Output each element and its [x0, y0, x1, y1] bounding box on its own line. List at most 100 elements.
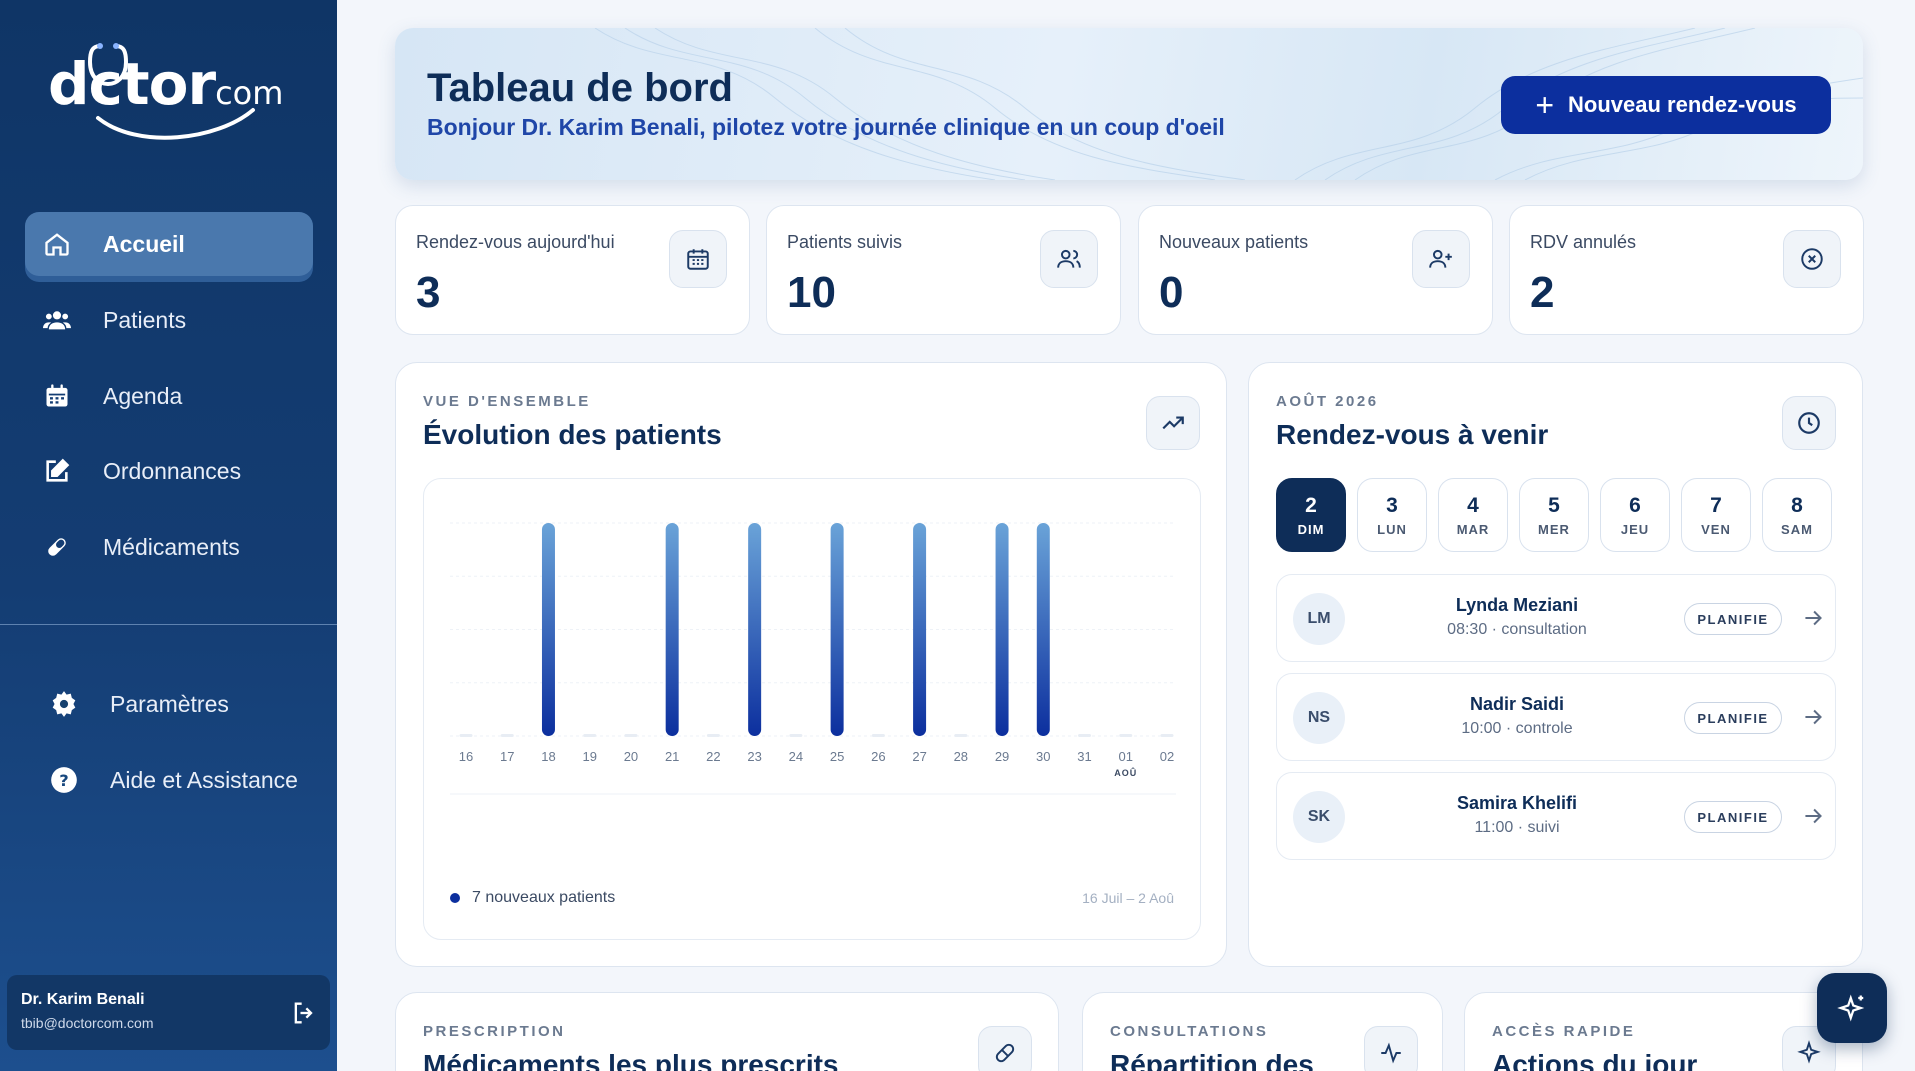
arrow-right-icon[interactable] — [1800, 704, 1826, 730]
bar-24[interactable] — [789, 734, 803, 737]
users-icon — [41, 304, 73, 336]
x-tick-label: 16 — [459, 749, 473, 764]
x-tick-label: 27 — [912, 749, 926, 764]
status-badge: PLANIFIE — [1684, 603, 1782, 635]
appointment-time: 11:00 · suivi — [1474, 819, 1560, 836]
users-icon — [1040, 230, 1098, 288]
sidebar-item-ordonnances[interactable]: Ordonnances — [25, 439, 313, 503]
x-tick-label: 22 — [706, 749, 720, 764]
sidebar-item-medicaments[interactable]: Médicaments — [25, 515, 313, 579]
day-5[interactable]: 5 MER — [1519, 478, 1589, 552]
stat-value: 0 — [1159, 268, 1184, 317]
user-name: Dr. Karim Benali — [21, 991, 145, 1008]
appointment-item[interactable]: NS Nadir Saidi 10:00 · controle PLANIFIE — [1276, 673, 1836, 761]
stat-card-patients-followed: Patients suivis 10 — [766, 205, 1121, 335]
chart-date-range: 16 Juil – 2 Aoû — [1082, 890, 1174, 906]
x-tick-label: 28 — [954, 749, 968, 764]
bar-27[interactable] — [913, 523, 927, 736]
bar-30[interactable] — [1036, 523, 1050, 736]
assistant-fab[interactable] — [1817, 973, 1887, 1043]
chart-legend: 7 nouveaux patients — [450, 889, 615, 907]
panel-eyebrow: AOÛT 2026 — [1276, 393, 1379, 410]
bar-23[interactable] — [748, 523, 762, 736]
stat-card-cancelled: RDV annulés 2 — [1509, 205, 1864, 335]
sidebar: dctorcom Accueil Patients Agenda Ordonna… — [0, 0, 337, 1071]
header-banner: Tableau de bord Bonjour Dr. Karim Benali… — [395, 28, 1863, 180]
pill-icon — [41, 531, 73, 563]
bar-22[interactable] — [706, 734, 720, 737]
sidebar-item-label: Agenda — [103, 382, 183, 409]
x-tick-label: 20 — [624, 749, 638, 764]
arrow-right-icon[interactable] — [1800, 605, 1826, 631]
help-icon: ? — [48, 764, 80, 796]
page-subtitle: Bonjour Dr. Karim Benali, pilotez votre … — [427, 114, 1225, 140]
appointment-time: 08:30 · consultation — [1447, 621, 1587, 638]
x-tick-label: 25 — [830, 749, 844, 764]
bar-01[interactable] — [1119, 734, 1133, 737]
stat-card-appointments-today: Rendez-vous aujourd'hui 3 — [395, 205, 750, 335]
sidebar-item-aide[interactable]: ? Aide et Assistance — [32, 748, 320, 812]
bar-31[interactable] — [1078, 734, 1092, 737]
sidebar-item-parametres[interactable]: Paramètres — [32, 672, 320, 736]
new-appointment-button[interactable]: + Nouveau rendez-vous — [1501, 76, 1831, 134]
x-circle-icon — [1783, 230, 1841, 288]
avatar: LM — [1293, 593, 1345, 645]
bar-21[interactable] — [665, 523, 679, 736]
sidebar-divider — [0, 624, 337, 625]
patients-evolution-panel: VUE D'ENSEMBLE Évolution des patients 16… — [395, 362, 1227, 967]
bar-02[interactable] — [1160, 734, 1174, 737]
arrow-right-icon[interactable] — [1800, 803, 1826, 829]
activity-icon[interactable] — [1364, 1026, 1418, 1071]
stat-value: 10 — [787, 268, 836, 317]
bar-18[interactable] — [541, 523, 555, 736]
legend-label: 7 nouveaux patients — [472, 889, 616, 906]
bar-19[interactable] — [583, 734, 597, 737]
bar-29[interactable] — [995, 523, 1009, 736]
appointment-item[interactable]: LM Lynda Meziani 08:30 · consultation PL… — [1276, 574, 1836, 662]
bar-20[interactable] — [624, 734, 638, 737]
plus-icon: + — [1535, 87, 1555, 123]
sidebar-item-label: Accueil — [103, 230, 185, 257]
logout-icon[interactable] — [290, 999, 318, 1027]
pill-icon[interactable] — [978, 1026, 1032, 1071]
trending-up-icon[interactable] — [1146, 396, 1200, 450]
status-badge: PLANIFIE — [1684, 702, 1782, 734]
appointment-item[interactable]: SK Samira Khelifi 11:00 · suivi PLANIFIE — [1276, 772, 1836, 860]
gear-icon — [48, 688, 80, 720]
bar-25[interactable] — [830, 523, 844, 736]
panel-title: Médicaments les plus prescrits — [423, 1049, 839, 1071]
panel-title: Évolution des patients — [423, 419, 722, 450]
sidebar-item-label: Ordonnances — [103, 457, 242, 484]
day-4[interactable]: 4 MAR — [1438, 478, 1508, 552]
calendar-icon — [669, 230, 727, 288]
panel-eyebrow: ACCÈS RAPIDE — [1492, 1023, 1636, 1040]
day-2[interactable]: 2 DIM — [1276, 478, 1346, 552]
clock-icon[interactable] — [1782, 396, 1836, 450]
panel-eyebrow: PRESCRIPTION — [423, 1023, 566, 1040]
svg-text:?: ? — [59, 771, 68, 790]
x-tick-label: 31 — [1077, 749, 1091, 764]
day-6[interactable]: 6 JEU — [1600, 478, 1670, 552]
x-tick-label: 17 — [500, 749, 514, 764]
sidebar-item-accueil[interactable]: Accueil — [25, 212, 313, 276]
x-tick-label: 19 — [582, 749, 596, 764]
prescription-panel: PRESCRIPTION Médicaments les plus prescr… — [395, 992, 1059, 1071]
home-icon — [41, 228, 73, 260]
stat-card-new-patients: Nouveaux patients 0 — [1138, 205, 1493, 335]
day-7[interactable]: 7 VEN — [1681, 478, 1751, 552]
status-badge: PLANIFIE — [1684, 801, 1782, 833]
bar-17[interactable] — [500, 734, 514, 737]
day-8[interactable]: 8 SAM — [1762, 478, 1832, 552]
bar-16[interactable] — [459, 734, 473, 737]
sidebar-item-patients[interactable]: Patients — [25, 288, 313, 352]
logo-text: dctorcom — [48, 50, 284, 118]
new-appointment-label: Nouveau rendez-vous — [1568, 92, 1797, 117]
sidebar-item-agenda[interactable]: Agenda — [25, 364, 313, 428]
doctorcom-logo[interactable]: dctorcom — [48, 40, 298, 140]
stat-label: Rendez-vous aujourd'hui — [416, 232, 615, 252]
legend-dot — [450, 893, 460, 903]
bar-28[interactable] — [954, 734, 968, 737]
user-plus-icon — [1412, 230, 1470, 288]
day-3[interactable]: 3 LUN — [1357, 478, 1427, 552]
bar-26[interactable] — [871, 734, 885, 737]
